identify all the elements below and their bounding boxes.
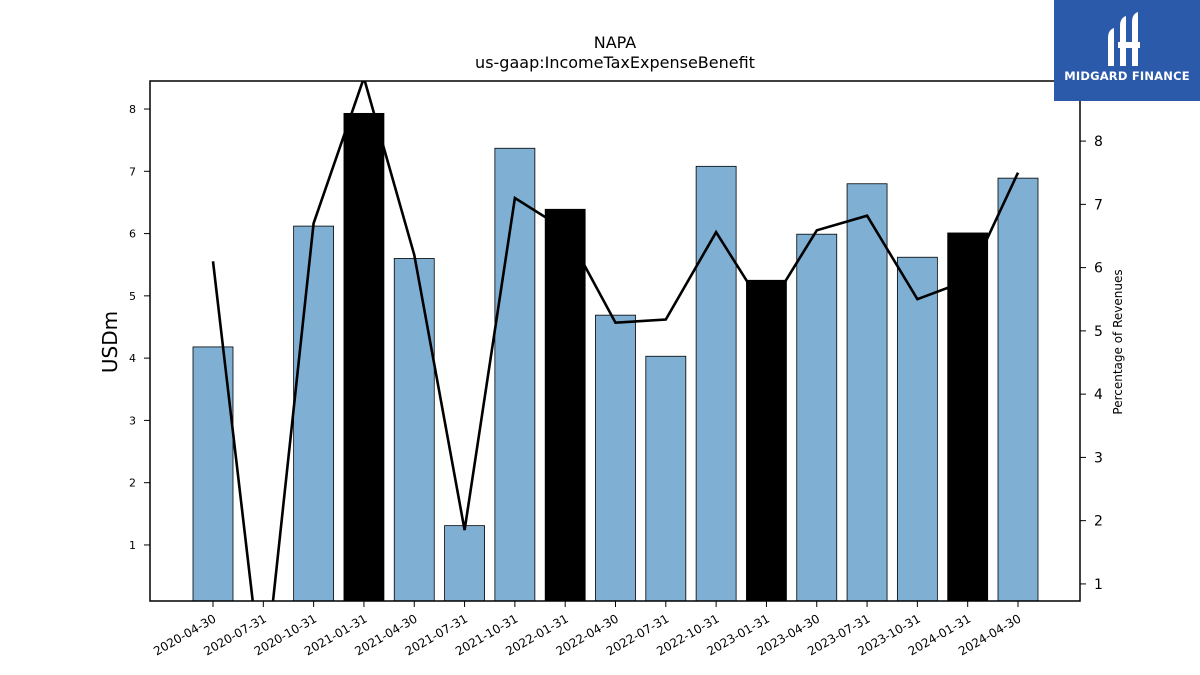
y-tick-label: 2 xyxy=(129,477,136,490)
brand-name: MIDGARD FINANCE xyxy=(1064,69,1190,83)
y2-tick-label: 3 xyxy=(1094,450,1103,466)
bar-2022-01-31 xyxy=(544,208,586,602)
y2-tick-label: 6 xyxy=(1094,261,1103,277)
y-tick-label: 8 xyxy=(129,103,136,116)
bar-2022-10-31 xyxy=(695,165,737,602)
y-tick-label: 4 xyxy=(129,352,136,365)
bar-2023-04-30 xyxy=(796,233,838,602)
y-tick-label: 6 xyxy=(129,228,136,241)
bar-group xyxy=(192,112,1039,602)
y2-axis-label: Percentage of Revenues xyxy=(1111,269,1125,414)
y-tick-label: 1 xyxy=(129,539,136,552)
y2-tick-label: 7 xyxy=(1094,197,1103,213)
y-axis-right: 1 2 3 4 5 6 7 8 xyxy=(1080,134,1103,593)
bar-2022-04-30 xyxy=(595,314,636,602)
bar-2021-07-31 xyxy=(444,525,485,602)
y-axis-label: USDm xyxy=(98,311,122,373)
bar-2024-04-30 xyxy=(997,177,1039,602)
y-tick-label: 3 xyxy=(129,414,136,427)
chart-subtitle: us-gaap:IncomeTaxExpenseBenefit xyxy=(475,53,755,72)
line-layer xyxy=(211,81,1020,601)
bar-2023-01-31 xyxy=(746,279,787,602)
y2-tick-label: 5 xyxy=(1094,324,1103,340)
percentage-line xyxy=(211,81,1020,601)
y-axis-left: 1 2 3 4 5 6 7 8 xyxy=(129,103,150,552)
bar-2021-04-30 xyxy=(393,258,435,602)
brand-logo: MIDGARD FINANCE xyxy=(1054,0,1200,101)
bar-2021-01-31 xyxy=(343,112,385,602)
bar-2023-10-31 xyxy=(896,256,938,602)
bar-2023-07-31 xyxy=(846,183,888,602)
y2-tick-label: 2 xyxy=(1094,514,1103,530)
y-tick-label: 7 xyxy=(129,165,136,178)
y2-tick-label: 8 xyxy=(1094,134,1103,150)
bar-2021-10-31 xyxy=(494,147,536,602)
bar-2020-10-31 xyxy=(293,225,335,602)
midgard-logo-icon xyxy=(1108,12,1140,66)
y2-tick-label: 4 xyxy=(1094,387,1103,403)
y-tick-label: 5 xyxy=(129,290,136,303)
bar-2020-04-30 xyxy=(192,346,234,602)
chart-title: NAPA xyxy=(594,33,637,52)
y2-tick-label: 1 xyxy=(1094,577,1103,593)
bar-2022-07-31 xyxy=(645,355,687,602)
bar-2024-01-31 xyxy=(947,232,989,602)
x-axis: 2020-04-302020-07-312020-10-312021-01-31… xyxy=(151,601,1024,658)
